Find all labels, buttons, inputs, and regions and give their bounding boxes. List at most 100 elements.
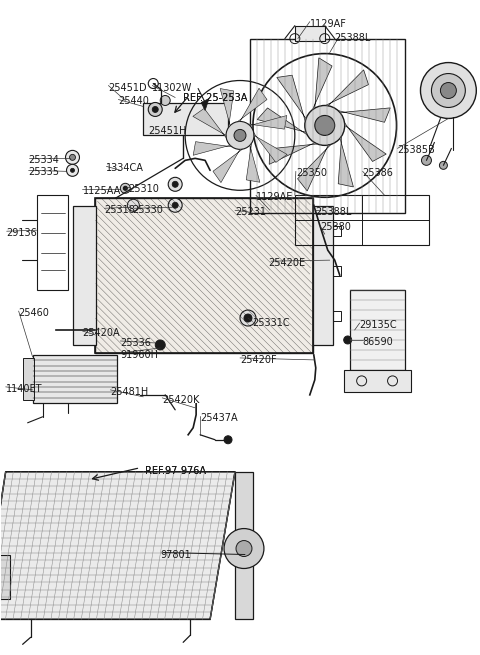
Circle shape <box>127 199 139 212</box>
Text: 25310: 25310 <box>128 184 159 195</box>
Text: 1125AA: 1125AA <box>83 186 120 196</box>
Circle shape <box>240 310 256 326</box>
Text: 25385B: 25385B <box>397 145 435 155</box>
Circle shape <box>155 340 165 350</box>
Circle shape <box>420 63 476 119</box>
Circle shape <box>172 181 178 187</box>
Circle shape <box>70 155 75 160</box>
Polygon shape <box>193 141 232 155</box>
Text: REF.97-976A: REF.97-976A <box>145 466 206 476</box>
Bar <box>333 311 341 321</box>
Bar <box>313 206 333 345</box>
Bar <box>344 370 410 392</box>
Text: 25420E: 25420E <box>268 258 305 268</box>
Polygon shape <box>248 115 287 129</box>
Circle shape <box>148 102 162 117</box>
Text: 25350: 25350 <box>296 168 327 178</box>
Text: 25420A: 25420A <box>83 328 120 338</box>
Circle shape <box>67 164 78 176</box>
Text: 1129AF: 1129AF <box>310 18 347 29</box>
Polygon shape <box>220 88 234 127</box>
Circle shape <box>71 168 74 172</box>
Text: 25437A: 25437A <box>200 413 238 423</box>
Text: 1334CA: 1334CA <box>107 163 144 174</box>
Polygon shape <box>238 88 267 122</box>
Circle shape <box>123 186 127 191</box>
Bar <box>235 472 253 620</box>
Text: 25451H: 25451H <box>148 126 187 136</box>
Text: REF.97-976A: REF.97-976A <box>0 654 1 655</box>
Text: 25440: 25440 <box>119 96 149 107</box>
Bar <box>333 266 341 276</box>
Bar <box>23 358 34 400</box>
Circle shape <box>226 121 254 149</box>
Circle shape <box>172 202 178 208</box>
Text: 25334: 25334 <box>29 155 60 165</box>
Polygon shape <box>201 98 209 111</box>
Text: 25335: 25335 <box>29 167 60 178</box>
Circle shape <box>421 155 432 165</box>
Polygon shape <box>338 136 353 187</box>
Polygon shape <box>246 143 260 182</box>
Text: 25388L: 25388L <box>335 33 371 43</box>
Text: 1129AE: 1129AE <box>256 193 293 202</box>
Circle shape <box>244 314 252 322</box>
Polygon shape <box>277 75 306 121</box>
Text: 25336: 25336 <box>120 338 151 348</box>
Bar <box>295 195 430 245</box>
Circle shape <box>315 115 335 136</box>
Text: 11302W: 11302W <box>152 83 192 92</box>
Circle shape <box>439 161 447 170</box>
Polygon shape <box>345 122 386 162</box>
Polygon shape <box>0 472 235 620</box>
Circle shape <box>168 178 182 191</box>
Text: 1140ET: 1140ET <box>6 384 42 394</box>
Text: REF. 25-253A: REF. 25-253A <box>183 94 248 103</box>
Circle shape <box>224 436 232 443</box>
Text: 91960H: 91960H <box>120 350 158 360</box>
Text: REF. 25-253A: REF. 25-253A <box>183 94 248 103</box>
Polygon shape <box>325 70 369 105</box>
Circle shape <box>120 183 130 193</box>
Bar <box>96 198 313 353</box>
Text: REF.97-976A: REF.97-976A <box>145 466 206 476</box>
Text: 25420F: 25420F <box>240 355 276 365</box>
Polygon shape <box>338 108 390 122</box>
Polygon shape <box>312 58 332 109</box>
Text: REF. 25-253A: REF. 25-253A <box>0 654 1 655</box>
Circle shape <box>224 529 264 569</box>
Polygon shape <box>213 149 242 183</box>
Text: 29135C: 29135C <box>360 320 397 330</box>
Polygon shape <box>257 108 307 135</box>
Text: 25330: 25330 <box>132 205 163 215</box>
Polygon shape <box>298 144 331 191</box>
Circle shape <box>236 540 252 557</box>
Bar <box>0 555 10 599</box>
Text: 86590: 86590 <box>363 337 394 347</box>
Text: 25331C: 25331C <box>252 318 289 328</box>
Bar <box>36 195 69 290</box>
Text: 25420K: 25420K <box>162 395 200 405</box>
Bar <box>333 226 341 236</box>
Bar <box>250 39 405 214</box>
Text: 25481H: 25481H <box>110 387 149 397</box>
Polygon shape <box>33 355 117 403</box>
Text: 97801: 97801 <box>160 550 191 559</box>
Text: 25451D: 25451D <box>108 83 147 92</box>
Text: 25318: 25318 <box>104 205 135 215</box>
Circle shape <box>234 130 246 141</box>
Text: 25380: 25380 <box>320 222 351 233</box>
Polygon shape <box>269 143 317 164</box>
Text: 25460: 25460 <box>19 308 49 318</box>
Circle shape <box>168 198 182 212</box>
Bar <box>295 26 325 41</box>
Text: 29136: 29136 <box>7 228 37 238</box>
Circle shape <box>441 83 456 98</box>
Polygon shape <box>96 198 313 353</box>
Bar <box>350 290 405 370</box>
Circle shape <box>152 107 158 113</box>
Circle shape <box>305 105 345 145</box>
Text: 25388L: 25388L <box>315 207 351 217</box>
Polygon shape <box>193 108 226 138</box>
Circle shape <box>65 151 80 164</box>
